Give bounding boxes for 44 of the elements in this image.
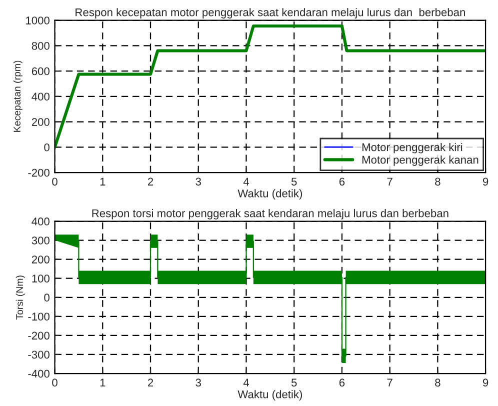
x-tick-label: 1 <box>100 178 106 186</box>
x-tick-label: 8 <box>435 378 440 387</box>
x-tick-label: 9 <box>482 178 488 186</box>
y-tick-label: -200 <box>28 168 50 177</box>
y-tick-label: -300 <box>28 350 50 359</box>
y-tick-label: 200 <box>32 118 50 126</box>
y-tick-label: -400 <box>28 370 50 378</box>
x-tick-label: 0 <box>52 378 58 387</box>
x-tick-label: 5 <box>291 378 297 387</box>
y-tick-label: -100 <box>28 312 50 321</box>
x-tick-label: 9 <box>482 378 488 387</box>
chart-title: Respon kecepatan motor penggerak saat kendaran melaju lurus dan berbeban <box>76 8 465 18</box>
x-tick-label: 3 <box>196 378 201 387</box>
x-tick-label: 4 <box>243 378 249 386</box>
x-tick-label: 3 <box>196 178 201 186</box>
chart-title: Respon torsi motor penggerak saat kendaran melaju lurus dan berbeban <box>92 209 448 220</box>
y-tick-label: 600 <box>32 67 50 76</box>
x-tick-label: 0 <box>52 178 58 186</box>
y-tick-label: 1000 <box>26 16 50 24</box>
x-tick-label: 1 <box>100 378 106 386</box>
y-tick-label: 300 <box>32 236 50 244</box>
x-tick-label: 7 <box>387 178 392 186</box>
y-axis-title: Kecepatan (rpm) <box>13 60 22 132</box>
legend-label: Motor penggerak kanan <box>362 156 478 166</box>
x-tick-label: 2 <box>148 178 154 186</box>
x-axis-title: Waktu (detik) <box>238 390 302 400</box>
y-tick-label: 0 <box>44 143 50 152</box>
x-axis-title: Waktu (detik) <box>238 189 302 200</box>
x-tick-label: 6 <box>339 378 345 387</box>
x-tick-label: 6 <box>339 178 345 186</box>
x-tick-label: 4 <box>243 178 249 186</box>
y-tick-label: 0 <box>44 294 50 302</box>
legend-label: Motor penggerak kiri <box>362 142 462 154</box>
x-tick-label: 8 <box>435 178 440 186</box>
y-tick-label: 400 <box>32 218 50 226</box>
y-tick-label: -200 <box>28 332 50 340</box>
y-tick-label: 100 <box>32 274 50 282</box>
x-tick-label: 5 <box>291 178 297 186</box>
y-tick-label: 400 <box>32 92 50 101</box>
y-tick-label: 200 <box>32 256 50 264</box>
y-tick-label: 800 <box>32 42 50 50</box>
y-axis-title: Torsi (Nm) <box>16 276 25 320</box>
x-tick-label: 2 <box>148 378 154 386</box>
x-tick-label: 7 <box>387 378 392 386</box>
